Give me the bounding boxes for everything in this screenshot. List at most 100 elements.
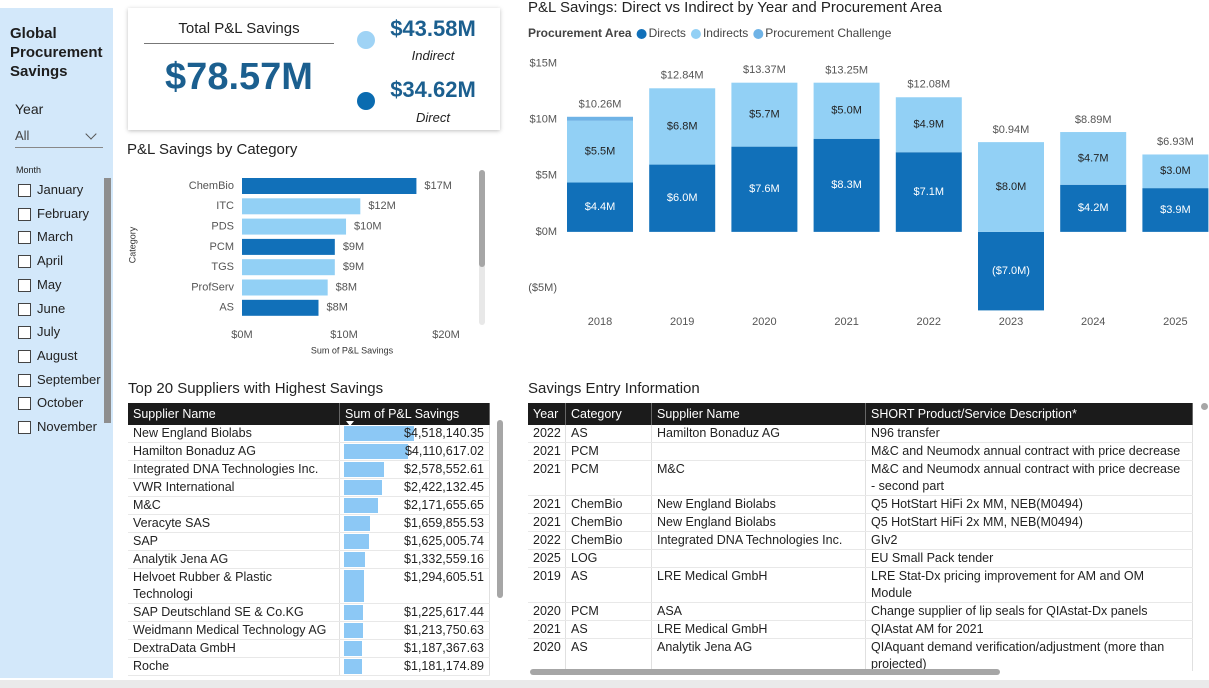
bar-segment: [731, 146, 798, 232]
table-row: 2020 AS Analytik Jena AG QIAquant demand ve…: [528, 638, 1193, 671]
table-cell: 2021: [528, 620, 566, 639]
legend-swatch: [690, 29, 701, 39]
table-row: Veracyte SAS $1,659,855.53: [128, 514, 490, 533]
table: Year Category Supplier Name SHORT Product/S…: [528, 403, 1193, 671]
month-option[interactable]: February: [18, 204, 89, 224]
table-cell: 2021: [528, 513, 566, 532]
savings-value: $2,171,655.65: [404, 498, 484, 512]
table-cell: ChemBio: [565, 495, 652, 514]
month-option[interactable]: October: [18, 393, 83, 413]
total-label: $12.08M: [907, 78, 950, 90]
y-tick-label: ChemBio: [189, 180, 234, 192]
savings-cell: $1,332,559.16: [339, 550, 490, 569]
month-option[interactable]: April: [18, 251, 63, 271]
scrollbar[interactable]: [479, 170, 485, 267]
direct-dot: [357, 92, 375, 110]
table-cell: 2022: [528, 531, 566, 550]
table-row: 2020 PCM ASA Change supplier of lip seals f…: [528, 602, 1193, 621]
data-bar: [344, 498, 378, 513]
table-cell: AS: [565, 425, 652, 443]
data-bar: [344, 605, 363, 620]
table-cell: PCM: [565, 602, 652, 621]
scrollbar[interactable]: [104, 178, 111, 423]
data-bar: [344, 516, 370, 531]
kpi-card: Total P&L Savings $78.57M $43.58M Indire…: [128, 8, 500, 130]
y-tick-label: $15M: [529, 58, 557, 70]
table-cell: QIAstat AM for 2021: [865, 620, 1193, 639]
scrollbar[interactable]: [530, 669, 1000, 675]
table-cell: 2020: [528, 638, 566, 671]
header-row: Year Category Supplier Name SHORT Product/S…: [528, 403, 1193, 425]
data-label: $7.6M: [749, 183, 780, 195]
kpi-title: Total P&L Savings: [144, 20, 334, 44]
data-bar: [344, 534, 370, 549]
month-option[interactable]: June: [18, 299, 65, 319]
bar-segment: [567, 182, 633, 232]
savings-cell: $4,110,617.02: [339, 442, 490, 461]
table-cell: LOG: [565, 549, 652, 568]
chart-title: P&L Savings by Category: [127, 141, 298, 158]
data-bar: [344, 641, 363, 656]
supplier-name: Analytik Jena AG: [128, 550, 340, 569]
x-tick-label: $0M: [231, 329, 252, 341]
y-tick-label: ITC: [216, 200, 234, 212]
month-option[interactable]: January: [18, 180, 83, 200]
bar-segment: [567, 116, 633, 121]
supplier-name: Roche: [128, 657, 340, 676]
bar-segment: [567, 120, 633, 183]
savings-cell: $1,625,005.74: [339, 532, 490, 551]
footer-strip: [0, 680, 1209, 688]
x-tick-label: 2018: [588, 316, 612, 328]
data-label: $10M: [354, 221, 382, 233]
x-tick-label: 2022: [917, 316, 941, 328]
savings-value: $4,110,617.02: [404, 444, 484, 458]
month-option[interactable]: September: [18, 370, 101, 390]
table-row: 2022 AS Hamilton Bonaduz AG N96 transfer: [528, 425, 1193, 443]
savings-cell: $1,659,855.53: [339, 514, 490, 533]
bar: [242, 259, 335, 276]
indirect-dot: [357, 31, 375, 49]
table-cell: LRE Medical GmbH: [651, 620, 866, 639]
year-dropdown[interactable]: All: [15, 125, 103, 148]
bar-segment: [813, 82, 880, 139]
supplier-name: M&C: [128, 496, 340, 515]
x-tick-label: $20M: [432, 329, 460, 341]
savings-cell: $1,187,367.63: [339, 639, 490, 658]
table-cell: ASA: [651, 602, 866, 621]
total-label: $8.89M: [1075, 114, 1112, 126]
table-row: 2021 ChemBio New England Biolabs Q5 HotStar…: [528, 495, 1193, 514]
total-label: $10.26M: [579, 99, 622, 111]
table-cell: 2021: [528, 460, 566, 496]
data-bar: [344, 462, 384, 477]
sort-indicator[interactable]: [346, 421, 354, 426]
table-row: DextraData GmbH $1,187,367.63: [128, 639, 490, 658]
column-header: Supplier Name: [651, 403, 866, 425]
x-tick-label: 2021: [834, 316, 858, 328]
month-option[interactable]: July: [18, 322, 60, 342]
bar: [242, 198, 361, 215]
data-label: $5.7M: [749, 109, 780, 121]
scrollbar[interactable]: [1201, 403, 1208, 410]
table-cell: 2019: [528, 567, 566, 603]
year-label: Year: [15, 101, 44, 117]
total-label: $12.84M: [661, 70, 704, 82]
y-tick-label: AS: [219, 302, 234, 314]
table-cell: M&C: [651, 460, 866, 496]
table-cell: ChemBio: [565, 531, 652, 550]
table-cell: 2021: [528, 495, 566, 514]
x-tick-label: 2019: [670, 316, 694, 328]
month-option[interactable]: May: [18, 275, 62, 295]
scrollbar[interactable]: [497, 420, 503, 598]
month-option[interactable]: November: [18, 417, 97, 437]
month-option[interactable]: March: [18, 227, 73, 247]
table-cell: LRE Medical GmbH: [651, 567, 866, 603]
month-option[interactable]: August: [18, 346, 77, 366]
table-row: VWR International $2,422,132.45: [128, 478, 490, 497]
supplier-name: New England Biolabs: [128, 425, 340, 443]
table-row: Hamilton Bonaduz AG $4,110,617.02: [128, 442, 490, 461]
data-label: $4.2M: [1078, 202, 1109, 214]
savings-value: $1,187,367.63: [404, 641, 484, 655]
kpi-total: $78.57M: [165, 56, 313, 98]
table-cell: Q5 HotStart HiFi 2x MM, NEB(M0494): [865, 513, 1193, 532]
